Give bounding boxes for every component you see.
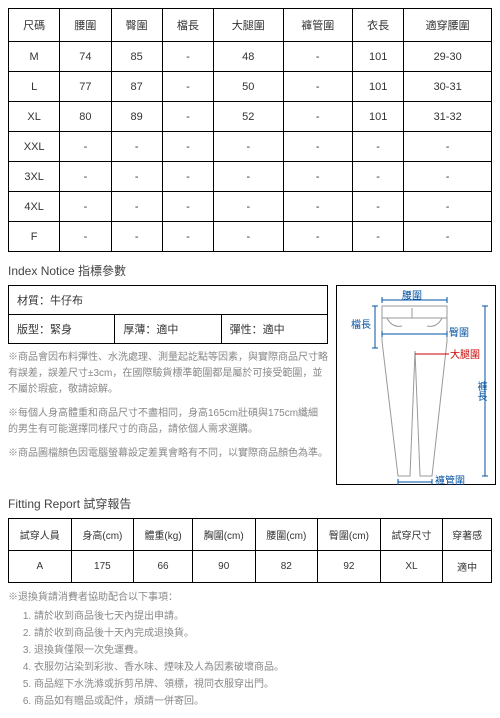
size-row: XL8089-52-10131-32 (9, 102, 492, 132)
lbl-hip: 臀圍 (449, 324, 469, 339)
size-row: XXL------- (9, 132, 492, 162)
note-1: ※商品會因布料彈性、水洗處理、測量起訖點等因素，與實際商品尺寸略有誤差，誤差尺寸… (8, 350, 328, 398)
fit-col: 臀圍(cm) (318, 519, 381, 551)
size-col: 臀圍 (111, 9, 162, 42)
size-col: 適穿腰圍 (404, 9, 492, 42)
size-col: 褲管圍 (283, 9, 352, 42)
size-row: M7485-48-10129-30 (9, 42, 492, 72)
fit-col: 試穿尺寸 (380, 519, 443, 551)
fit-cell: A (9, 551, 72, 583)
material-full: 材質：牛仔布 (8, 285, 328, 314)
return-item: 衣服勿沾染到彩妝、香水味、煙味及人為因素破壞商品。 (34, 659, 492, 676)
note-3: ※商品圖檔顏色因電腦螢幕設定差異會略有不同，以實際商品顏色為準。 (8, 446, 328, 462)
fit-cell: 90 (192, 551, 255, 583)
return-notes: ※退換貨請消費者協助配合以下事項： 請於收到商品後七天內提出申請。請於收到商品後… (8, 589, 492, 710)
fit-table: 試穿人員身高(cm)體重(kg)胸圍(cm)腰圍(cm)臀圍(cm)試穿尺寸穿著… (8, 518, 492, 583)
return-item: 退換貨僅限一次免運費。 (34, 642, 492, 659)
lbl-length: 褲長 (473, 381, 488, 401)
material-fit: 版型：緊身 (8, 314, 115, 344)
return-item: 商品經下水洗滌或拆剪吊牌、領標，視同衣服穿出門。 (34, 676, 492, 693)
lbl-waist: 腰圍 (402, 287, 422, 302)
fit-cell: 適中 (443, 551, 492, 583)
size-row: 4XL------- (9, 192, 492, 222)
size-table: 尺碼腰圍臀圍檔長大腿圍褲管圍衣長適穿腰圍 M7485-48-10129-30L7… (8, 8, 492, 252)
lbl-crotch: 檔長 (351, 316, 371, 331)
lbl-hem: 褲管圍 (435, 472, 465, 487)
lbl-thigh: 大腿圍 (450, 346, 480, 361)
material-thickness: 厚薄：適中 (115, 314, 221, 344)
return-item: 請於收到商品後七天內提出申請。 (34, 608, 492, 625)
return-item: 請於收到商品後十天內完成退換貨。 (34, 625, 492, 642)
fit-col: 穿著感 (443, 519, 492, 551)
fitting-title: Fitting Report 試穿報告 (8, 495, 492, 512)
fit-col: 體重(kg) (134, 519, 193, 551)
note-2: ※每個人身高體重和商品尺寸不盡相同，身高165cm壯碩與175cm纖細的男生有可… (8, 406, 328, 438)
return-item: 商品如有贈品或配件，煩請一併寄回。 (34, 693, 492, 710)
material-stretch: 彈性：適中 (222, 314, 328, 344)
material-row: 版型：緊身 厚薄：適中 彈性：適中 (8, 314, 328, 344)
size-row: L7787-50-10130-31 (9, 72, 492, 102)
size-col: 大腿圍 (214, 9, 283, 42)
return-title: ※退換貨請消費者協助配合以下事項： (8, 592, 178, 603)
index-notice-title: Index Notice 指標參數 (8, 262, 492, 279)
size-row: F------- (9, 222, 492, 252)
fit-cell: 66 (134, 551, 193, 583)
product-notes: ※商品會因布料彈性、水洗處理、測量起訖點等因素，與實際商品尺寸略有誤差，誤差尺寸… (8, 350, 328, 462)
fit-cell: 82 (255, 551, 318, 583)
fit-cell: XL (380, 551, 443, 583)
pants-diagram: 腰圍 檔長 臀圍 大腿圍 褲長 褲管圍 (336, 285, 496, 485)
size-col: 檔長 (162, 9, 213, 42)
fit-col: 胸圍(cm) (192, 519, 255, 551)
size-col: 尺碼 (9, 9, 60, 42)
size-col: 腰圍 (60, 9, 111, 42)
size-row: 3XL------- (9, 162, 492, 192)
fit-cell: 175 (71, 551, 134, 583)
fit-col: 腰圍(cm) (255, 519, 318, 551)
size-col: 衣長 (353, 9, 404, 42)
fit-col: 試穿人員 (9, 519, 72, 551)
fit-cell: 92 (318, 551, 381, 583)
fit-col: 身高(cm) (71, 519, 134, 551)
